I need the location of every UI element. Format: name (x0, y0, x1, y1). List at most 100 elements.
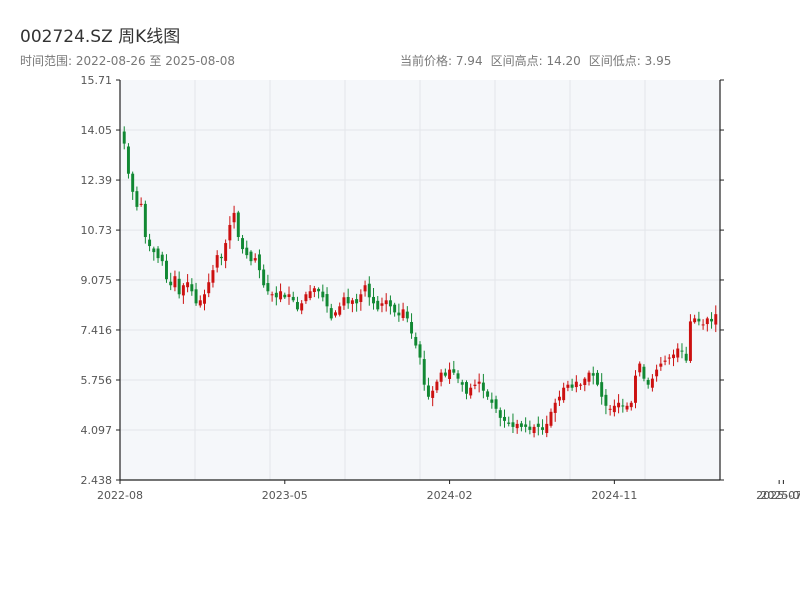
current-price-value: 7.94 (455, 54, 483, 68)
candle-body (684, 353, 688, 361)
candle-body (262, 269, 266, 286)
candle-body (245, 247, 249, 256)
candle-body (372, 296, 375, 304)
candle-body (435, 381, 439, 391)
candle-body (591, 373, 595, 376)
chart-title: 002724.SZ 周K线图 (20, 27, 181, 47)
candle-body (186, 282, 190, 288)
candle-body (380, 303, 384, 306)
candle-body (376, 300, 380, 310)
candle-body (228, 224, 232, 241)
candle-body (663, 360, 667, 362)
candle-body (490, 399, 494, 403)
candle-body (317, 288, 321, 292)
candle-body (507, 422, 511, 424)
candle-body (139, 203, 143, 205)
x-tick-label: 2025-07 (756, 489, 800, 502)
x-tick-label: 2024-11 (591, 489, 637, 502)
candle-body (325, 294, 329, 307)
candle-body (528, 426, 532, 430)
candle-body (384, 300, 388, 305)
candle-body (650, 378, 654, 388)
candle-body (600, 382, 604, 397)
candle-body (308, 291, 312, 299)
candle-body (570, 384, 574, 388)
candle-body (410, 322, 414, 334)
candle-body (211, 270, 215, 283)
candle-body (418, 344, 422, 358)
candle-body (545, 423, 549, 434)
candle-body (583, 378, 587, 386)
candle-body (574, 381, 578, 388)
range-low-value: 3.95 (644, 54, 672, 68)
candle-body (126, 146, 130, 174)
candle-body (346, 296, 350, 304)
candle-body (397, 312, 401, 316)
candle-body (448, 369, 452, 379)
candle-body (642, 366, 646, 379)
candle-body (355, 299, 359, 304)
candle-body (295, 301, 299, 310)
candle-body (486, 391, 490, 397)
candle-body (249, 251, 253, 262)
candle-body (291, 296, 295, 301)
price-summary: 当前价格: 7.94 区间高点: 14.20 区间低点: 3.95 (400, 52, 671, 69)
candle-body (287, 294, 291, 298)
candle-body (342, 297, 346, 306)
candle-body (122, 131, 126, 144)
candle-body (321, 291, 325, 298)
candle-body (224, 243, 228, 261)
candle-body (388, 300, 392, 307)
date-range: 时间范围: 2022-08-26 至 2025-08-08 (20, 54, 235, 68)
candle-body (329, 308, 333, 319)
candle-body (173, 276, 177, 288)
candle-body (646, 379, 650, 385)
candle-body (401, 309, 405, 318)
candle-body (629, 402, 633, 408)
candle-body (283, 294, 287, 298)
candle-body (367, 283, 371, 298)
x-tick-label: 2022-08 (97, 489, 143, 502)
candle-body (494, 399, 498, 409)
x-tick-label: 2025-08 (760, 489, 800, 502)
candle-body (697, 318, 701, 322)
candle-body (473, 384, 477, 386)
candle-body (422, 359, 426, 385)
candle-body (274, 292, 278, 298)
range-high-label: 区间高点: (490, 54, 547, 68)
y-tick-label: 9.075 (81, 274, 113, 287)
candle-body (131, 173, 135, 192)
candle-body (304, 294, 308, 302)
candle-body (257, 254, 261, 271)
candle-body (160, 254, 164, 262)
candle-body (553, 402, 557, 413)
candle-body (426, 385, 430, 397)
candle-body (312, 288, 316, 292)
candle-body (562, 387, 566, 401)
candle-body (460, 382, 464, 385)
candle-body (515, 423, 519, 429)
candle-body (443, 372, 447, 376)
candle-body (148, 239, 152, 247)
candle-body (549, 411, 553, 426)
candle-body (359, 294, 363, 302)
y-tick-label: 4.097 (81, 424, 113, 437)
candle-body (625, 405, 629, 410)
current-price-label: 当前价格: (400, 54, 456, 68)
candle-body (177, 278, 181, 295)
candle-body (203, 294, 206, 304)
candle-body (156, 248, 160, 259)
candle-body (232, 212, 236, 223)
candle-body (693, 318, 697, 323)
candle-body (152, 248, 156, 253)
candle-body (279, 291, 283, 300)
candle-body (266, 283, 270, 292)
candle-body (241, 238, 245, 250)
candle-body (498, 410, 502, 418)
candle-body (688, 321, 692, 361)
candle-body (541, 427, 545, 430)
candle-body (532, 426, 536, 434)
candle-body (207, 282, 211, 294)
candle-body (634, 375, 637, 403)
